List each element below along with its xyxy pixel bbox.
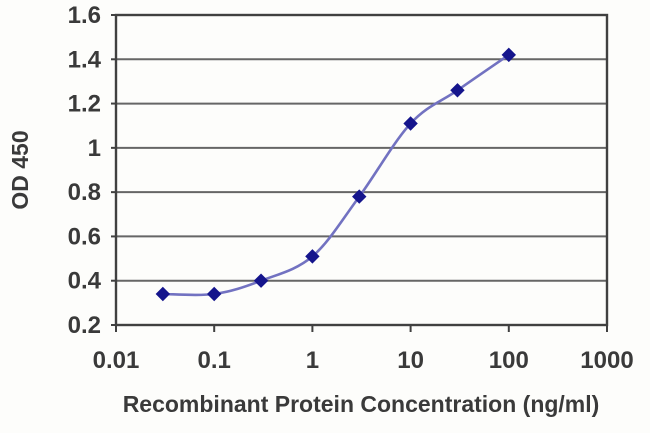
plot-border	[114, 13, 609, 327]
y-tick-label: 0.6	[68, 223, 101, 250]
y-tick-label: 1.4	[68, 46, 102, 73]
y-tick-label: 1.2	[68, 91, 101, 118]
plot-frame-group	[114, 13, 609, 327]
data-point-marker	[403, 116, 418, 131]
data-point-marker	[253, 273, 269, 288]
x-tick-label: 1000	[580, 347, 633, 374]
x-tick-label: 1	[306, 347, 319, 374]
gridlines-group	[116, 14, 607, 326]
data-point-marker	[352, 189, 367, 204]
x-axis-title: Recombinant Protein Concentration (ng/ml…	[123, 391, 600, 417]
y-tick-label: 0.8	[68, 179, 101, 206]
data-series-group	[155, 47, 517, 302]
y-tick-label: 1.6	[68, 2, 101, 29]
x-tick-label: 0.01	[93, 347, 140, 374]
x-tick-label: 10	[397, 347, 424, 374]
x-tick-label: 100	[489, 347, 529, 374]
data-point-marker	[450, 83, 465, 98]
y-tick-label: 0.2	[68, 312, 101, 339]
tick-labels-group: 0.01 0.1 1 10 100 1000 0.2 0.4 0.6 0.8 1 1.2 1.4 1.6	[68, 2, 634, 374]
y-tick-label: 0.4	[68, 268, 102, 295]
y-tick-label: 1	[88, 135, 101, 162]
x-tick-label: 0.1	[198, 347, 231, 374]
y-axis-title: OD 450	[7, 130, 33, 209]
data-point-marker	[501, 47, 517, 63]
series-line	[161, 53, 511, 297]
axis-ticks-group	[111, 14, 608, 332]
data-point-marker	[155, 286, 171, 302]
data-point-marker	[206, 286, 222, 302]
data-point-marker	[305, 249, 320, 264]
